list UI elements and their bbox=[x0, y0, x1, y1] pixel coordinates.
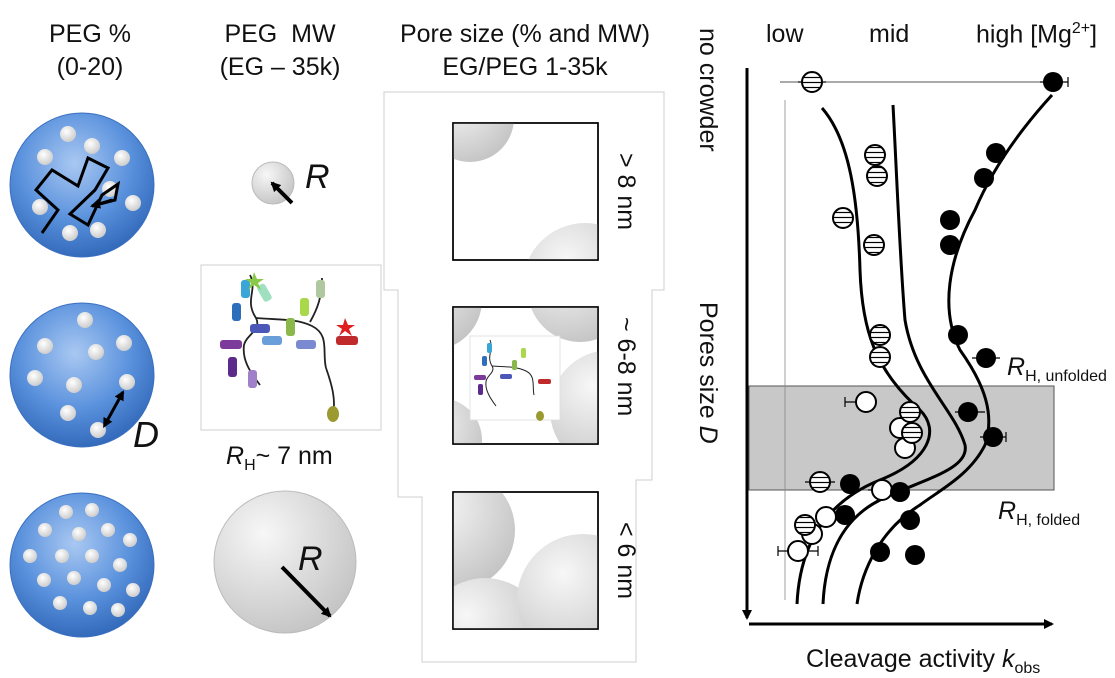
y-axis-symbol: D bbox=[694, 425, 722, 444]
col1-title: PEG % bbox=[49, 20, 131, 48]
large-crowder bbox=[213, 490, 357, 634]
rh-subscript: H bbox=[244, 457, 256, 474]
col1-range: (0-20) bbox=[56, 53, 124, 81]
rh-value: ~ 7 nm bbox=[255, 442, 333, 470]
sphere-high-peg bbox=[9, 492, 155, 638]
pore-label-large: > 8 nm bbox=[612, 153, 640, 231]
small-crowder bbox=[251, 161, 295, 205]
radius-label-large: R bbox=[298, 540, 323, 578]
pore-box-large bbox=[452, 122, 599, 261]
ribozyme-drawing bbox=[200, 264, 382, 431]
x-axis-symbol: k bbox=[1001, 645, 1015, 673]
rh-unfolded-symbol: R bbox=[1007, 353, 1026, 381]
col2-title: PEG MW bbox=[224, 20, 336, 48]
col3-subtitle: EG/PEG 1-35k bbox=[442, 53, 608, 81]
mg-charge: 2+ bbox=[1071, 20, 1091, 37]
mg-high-label: high [Mg2+] bbox=[976, 20, 1097, 49]
filled-markers bbox=[835, 72, 1069, 565]
mg-high-text: high [Mg bbox=[976, 20, 1072, 49]
rh-folded-symbol: R bbox=[998, 497, 1017, 525]
x-axis-subscript: obs bbox=[1014, 660, 1041, 677]
mg-mid-label: mid bbox=[869, 20, 910, 48]
pore-box-mid bbox=[452, 306, 599, 445]
x-axis-label: Cleavage activity kobs bbox=[806, 645, 1040, 678]
y-axis-text: Pores size bbox=[694, 302, 722, 426]
col3-header: Pore size (% and MW) EG/PEG 1-35k bbox=[380, 18, 670, 84]
col3-title: Pore size (% and MW) bbox=[399, 20, 651, 48]
pore-label-small: < 6 nm bbox=[612, 522, 640, 600]
mg-low-label: low bbox=[766, 20, 804, 48]
hatched-markers bbox=[794, 71, 923, 536]
rh-folded-label: RH, folded bbox=[998, 497, 1080, 530]
col2-range: (EG – 35k) bbox=[219, 53, 341, 81]
pore-distance-label: D bbox=[133, 414, 159, 455]
rh-unfolded-subscript: H, unfolded bbox=[1025, 368, 1107, 385]
y-axis-label: Pores size D bbox=[693, 302, 722, 444]
sphere-low-peg bbox=[9, 112, 155, 258]
rh-symbol: R bbox=[226, 442, 245, 470]
rh-unfolded-label: RH, unfolded bbox=[1007, 353, 1107, 386]
mg-close-bracket: ] bbox=[1090, 20, 1098, 49]
hydrodynamic-radius-label: RH~ 7 nm bbox=[226, 442, 333, 475]
col1-header: PEG % (0-20) bbox=[20, 18, 160, 84]
trend-curve-mid bbox=[821, 104, 967, 605]
no-crowder-label: no crowder bbox=[694, 28, 722, 152]
sphere-mid-peg bbox=[9, 302, 155, 448]
x-axis-text: Cleavage activity bbox=[806, 645, 1002, 673]
radius-label-small: R bbox=[305, 158, 330, 196]
pore-box-small bbox=[452, 491, 599, 630]
activity-plot bbox=[742, 68, 1069, 629]
col2-header: PEG MW (EG – 35k) bbox=[195, 18, 365, 84]
pore-label-mid: ~ 6-8 nm bbox=[612, 317, 640, 417]
rh-folded-subscript: H, folded bbox=[1016, 512, 1081, 529]
